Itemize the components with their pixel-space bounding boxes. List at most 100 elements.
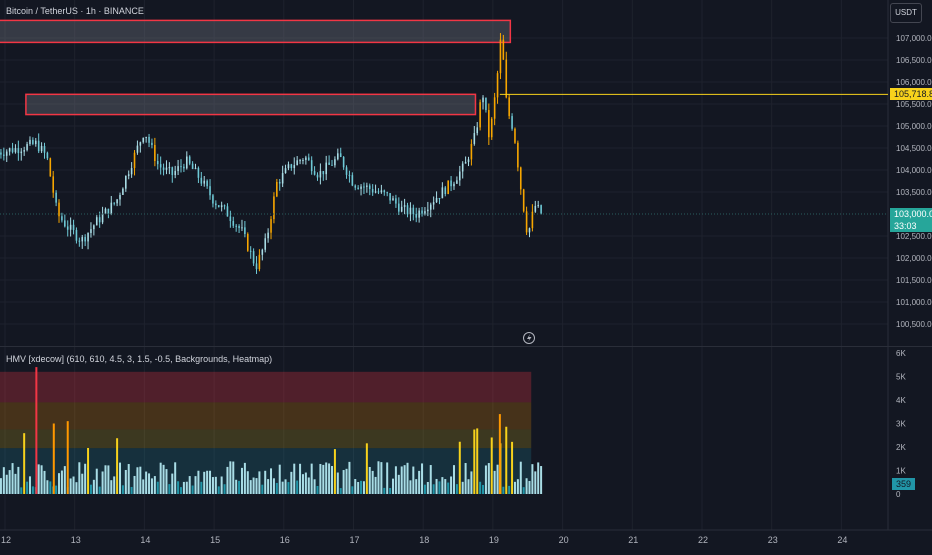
volume-bar xyxy=(345,468,348,494)
time-axis-label: 19 xyxy=(489,535,499,545)
candle-body xyxy=(66,226,69,230)
volume-bar xyxy=(58,473,61,494)
candle-body xyxy=(267,232,269,239)
candle-body xyxy=(409,207,412,215)
time-axis-label: 13 xyxy=(71,535,81,545)
volume-bar xyxy=(319,463,322,494)
volume-bar xyxy=(267,479,270,494)
volume-bar xyxy=(467,479,470,494)
volume-bar xyxy=(455,484,458,494)
volume-bar xyxy=(490,437,493,494)
candle-body xyxy=(418,210,420,218)
candle-body xyxy=(87,232,89,242)
candle-body xyxy=(290,164,293,169)
volume-bar xyxy=(450,476,453,494)
candle-body xyxy=(389,193,391,201)
volume-bar xyxy=(220,476,223,494)
candle-body xyxy=(528,228,531,233)
candle-body xyxy=(307,157,310,161)
volume-bar xyxy=(348,461,351,494)
volume-bar xyxy=(519,461,522,494)
candle-body xyxy=(458,171,461,181)
candle-body xyxy=(209,186,211,196)
candle-body xyxy=(40,145,43,152)
candle-body xyxy=(101,213,104,223)
volume-bar xyxy=(464,463,467,494)
candle-body xyxy=(284,168,287,174)
volume-bar xyxy=(55,485,58,494)
candle-body xyxy=(429,204,432,210)
candle-body xyxy=(293,165,296,169)
candle-body xyxy=(78,240,81,242)
volume-bar xyxy=(444,479,447,494)
volume-bar xyxy=(435,478,438,494)
candle-body xyxy=(238,225,240,229)
candle-body xyxy=(273,196,275,220)
volume-bar xyxy=(101,471,104,494)
volume-bar xyxy=(278,464,281,494)
volume-bar xyxy=(432,484,435,494)
candle-body xyxy=(197,167,200,178)
candle-body xyxy=(450,180,452,187)
volume-bar xyxy=(511,441,514,494)
candle-body xyxy=(5,151,8,156)
candle-body xyxy=(52,176,55,193)
candle-body xyxy=(296,160,298,166)
candle-body xyxy=(400,206,403,212)
currency-button[interactable]: USDT xyxy=(890,3,922,23)
countdown-timer: 33:03 xyxy=(894,221,917,231)
candle-body xyxy=(287,164,290,169)
candle-body xyxy=(180,166,182,168)
candle-body xyxy=(37,140,40,152)
volume-bar xyxy=(8,470,11,494)
pane-separator[interactable] xyxy=(0,346,932,347)
candle-body xyxy=(122,188,124,195)
candle-body xyxy=(174,171,176,176)
volume-bar xyxy=(168,484,171,494)
candle-body xyxy=(278,181,281,184)
symbol-legend[interactable]: Bitcoin / TetherUS · 1h · BINANCE xyxy=(6,6,144,16)
volume-bar xyxy=(20,487,23,494)
heatmap-band xyxy=(0,429,532,449)
candle-body xyxy=(244,227,246,235)
candle-body xyxy=(360,186,362,189)
candle-body xyxy=(305,157,307,161)
candle-body xyxy=(156,160,159,165)
volume-bar xyxy=(121,485,124,494)
volume-bar xyxy=(397,474,400,494)
volume-bar xyxy=(516,479,519,494)
candle-body xyxy=(183,166,185,169)
price-axis-label: 106,500.00 xyxy=(896,56,932,65)
candle-body xyxy=(113,202,115,204)
volume-bar xyxy=(310,463,313,494)
candle-body xyxy=(220,205,223,208)
volume-bar xyxy=(484,465,487,494)
indicator-legend[interactable]: HMV [xdecow] (610, 610, 4.5, 3, 1.5, -0.… xyxy=(6,354,273,364)
volume-bar xyxy=(191,485,194,494)
volume-bar xyxy=(270,468,273,494)
candle-body xyxy=(525,211,528,233)
candle-body xyxy=(58,202,60,217)
time-axis-label: 18 xyxy=(419,535,429,545)
volume-bar xyxy=(89,484,92,494)
volume-bar xyxy=(540,466,543,494)
volume-bar xyxy=(69,478,72,494)
candle-body xyxy=(148,136,150,143)
volume-bar xyxy=(37,464,40,494)
last-price-value: 103,000.00 xyxy=(894,209,932,219)
volume-bar xyxy=(145,471,148,494)
candle-body xyxy=(464,162,467,164)
volume-bar xyxy=(252,477,255,494)
volume-bar xyxy=(98,486,101,494)
volume-bar xyxy=(383,487,386,494)
price-axis-label: 101,000.00 xyxy=(896,298,932,307)
volume-bar xyxy=(171,473,174,494)
candle-body xyxy=(32,139,34,144)
candle-body xyxy=(313,171,316,175)
volume-bar xyxy=(423,484,426,494)
candle-body xyxy=(127,174,130,176)
volume-bar xyxy=(307,477,310,494)
candle-body xyxy=(246,234,249,251)
